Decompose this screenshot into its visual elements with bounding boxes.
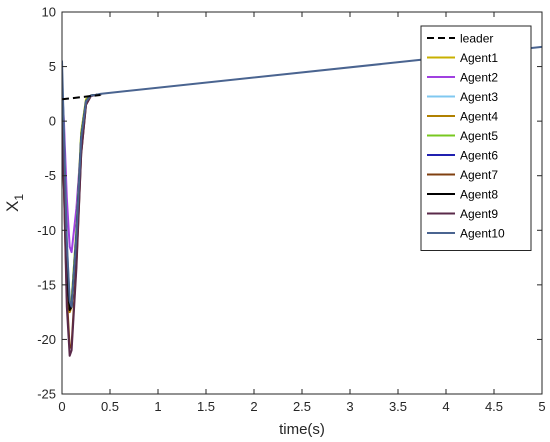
- legend-label-agent1: Agent1: [460, 51, 498, 65]
- legend-label-agent9: Agent9: [460, 207, 498, 221]
- legend-label-agent8: Agent8: [460, 188, 498, 202]
- y-axis-label-subscript: 1: [12, 194, 26, 201]
- legend-label-agent10: Agent10: [460, 227, 505, 241]
- legend-label-agent4: Agent4: [460, 110, 498, 124]
- legend-label-leader: leader: [460, 32, 493, 46]
- legend-label-agent2: Agent2: [460, 71, 498, 85]
- x-tick-label: 4.5: [485, 399, 503, 414]
- legend-label-agent3: Agent3: [460, 90, 498, 104]
- y-tick-label: 10: [42, 5, 56, 20]
- x-tick-label: 3.5: [389, 399, 407, 414]
- series-line-leader: [62, 93, 101, 101]
- y-axis-label-main: X: [3, 201, 22, 212]
- y-tick-label: -20: [37, 332, 56, 347]
- y-tick-label: 5: [49, 59, 56, 74]
- x-tick-label: 1.5: [197, 399, 215, 414]
- y-tick-label: -15: [37, 277, 56, 292]
- y-tick-label: -10: [37, 223, 56, 238]
- legend-label-agent7: Agent7: [460, 168, 498, 182]
- plot-area: [62, 45, 542, 357]
- x-tick-label: 5: [538, 399, 545, 414]
- y-axis-label: X1: [3, 194, 26, 212]
- x-tick-label: 2: [250, 399, 257, 414]
- y-tick-label: -5: [44, 168, 56, 183]
- x-tick-label: 0: [58, 399, 65, 414]
- x-tick-label: 4: [442, 399, 449, 414]
- y-tick-label: -25: [37, 387, 56, 402]
- axes: 0 0.5 1 1.5 2 2.5 3 3.5 4 4.5 5 10 5 0 -5 -10 -15 -20 -25 t…: [3, 5, 546, 439]
- legend-label-agent5: Agent5: [460, 129, 498, 143]
- x-axis-label: time(s): [279, 421, 325, 438]
- legend: leader Agent1 Agent2 Agent3 Agent4 Agent5 Agen…: [420, 25, 532, 251]
- x-tick-label: 1: [154, 399, 161, 414]
- legend-label-agent6: Agent6: [460, 149, 498, 163]
- x-tick-label: 2.5: [293, 399, 311, 414]
- x-tick-label: 0.5: [101, 399, 119, 414]
- x-tick-label: 3: [346, 399, 353, 414]
- y-tick-label: 0: [49, 114, 56, 129]
